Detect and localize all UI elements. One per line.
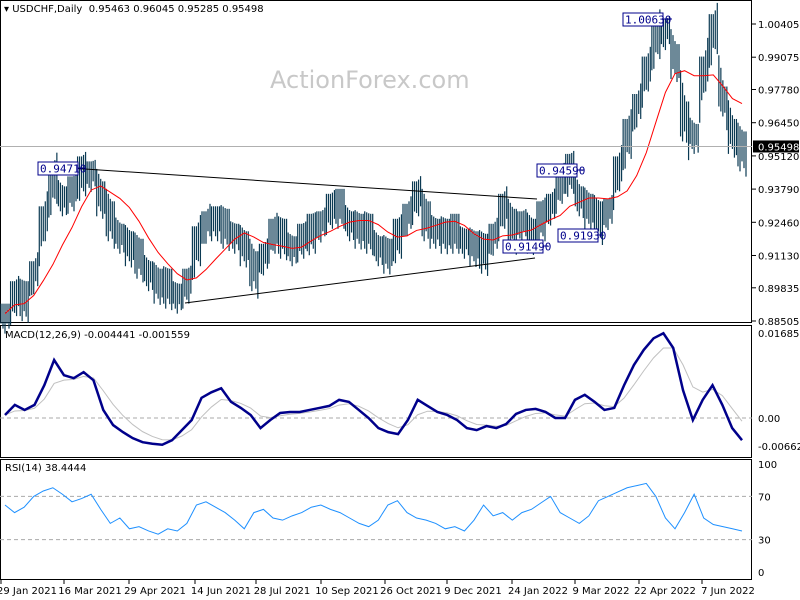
price-tick-label: 0.97780 [758,86,799,97]
price-tick-label: 0.92460 [758,218,799,229]
macd-tick-label: 0.016856 [758,329,800,340]
price-tick-label: 0.89835 [758,284,799,295]
time-tick-label: 24 Jan 2022 [508,586,568,597]
moving-average-line [4,70,743,315]
price-tick-label: 0.96450 [758,119,799,130]
current-price-label: 0.95498 [758,142,799,153]
collapse-triangle-icon[interactable]: ▾ [4,4,10,15]
price-annotation-label: 0.94590 [539,165,585,178]
time-tick-label: 9 Mar 2022 [572,586,629,597]
price-tick-label: 0.91130 [758,251,799,262]
rsi-tick-label: 100 [758,460,777,471]
rsi-tick-label: 0 [758,568,764,579]
time-tick-label: 7 Jun 2022 [701,586,755,597]
macd-tick-label: 0.00 [758,414,780,425]
time-tick-label: 28 Jul 2021 [254,586,311,597]
price-annotation-label: 0.91930 [560,230,606,243]
price-tick-label: 1.00405 [758,20,799,31]
time-tick-label: 22 Apr 2022 [634,586,696,597]
macd-title: MACD(12,26,9) -0.004441 -0.001559 [5,330,190,341]
rsi-line [4,482,743,535]
rsi-title: RSI(14) 38.4444 [5,463,87,474]
price-tick-label: 0.95120 [758,152,799,163]
time-tick-label: 26 Oct 2021 [380,586,442,597]
time-tick-label: 14 Jun 2021 [191,586,251,597]
price-tick-label: 0.88505 [758,317,799,328]
time-tick-label: 16 Mar 2021 [58,586,121,597]
macd-tick-label: -0.006629 [758,442,800,453]
time-tick-label: 10 Sep 2021 [315,586,378,597]
current-price-marker [753,140,799,153]
macd-signal-line [4,347,743,441]
upper-trendline [39,165,538,200]
price-annotation-label: 1.00630 [625,14,671,27]
price-annotation-label: 0.94710 [40,163,86,176]
rsi-panel-border [0,459,752,580]
time-tick-label: 29 Jan 2021 [0,586,57,597]
watermark: ActionForex.com [270,66,470,94]
price-tick-label: 0.99075 [758,53,799,64]
price-tick-label: 0.93790 [758,185,799,196]
time-tick-label: 9 Dec 2021 [444,586,502,597]
rsi-tick-label: 30 [758,536,771,547]
macd-line [4,331,743,447]
price-annotation-label: 0.91490 [505,241,551,254]
ohlc-values: 0.95463 0.96045 0.95285 0.95498 [88,4,264,15]
time-tick-label: 29 Apr 2021 [124,586,186,597]
chart-header: ▾ USDCHF,Daily 0.95463 0.96045 0.95285 0… [4,4,264,15]
rsi-tick-label: 70 [758,492,771,503]
symbol-label: USDCHF,Daily [12,4,83,15]
lower-trendline [184,257,536,304]
price-panel-border [0,0,752,323]
macd-panel-border [0,325,752,458]
